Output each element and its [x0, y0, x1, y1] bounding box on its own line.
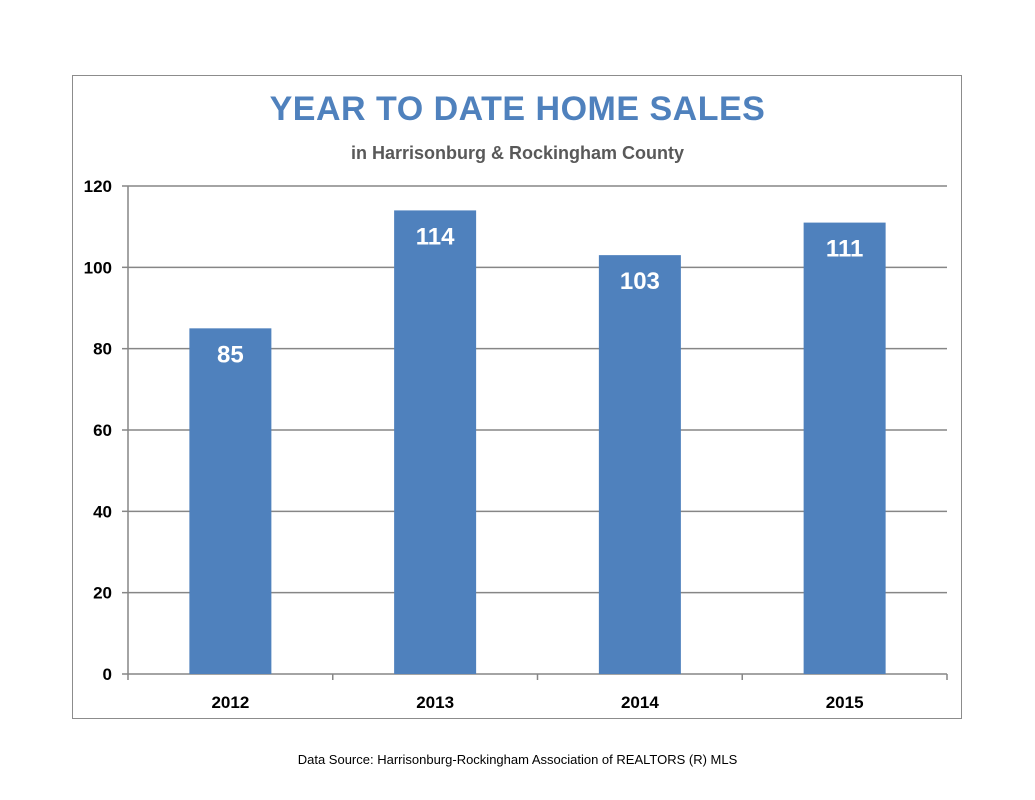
y-tick-label-80: 80 [93, 340, 112, 359]
data-label-2013: 114 [416, 223, 455, 250]
y-tick-label-120: 120 [84, 177, 112, 196]
y-tick-label-60: 60 [93, 421, 112, 440]
data-label-2012: 85 [217, 341, 244, 368]
x-tick-label-2014: 2014 [621, 693, 659, 712]
y-tick-label-0: 0 [103, 665, 112, 684]
bar-2015 [803, 222, 886, 674]
y-tick-label-20: 20 [93, 584, 112, 603]
data-label-2015: 111 [826, 236, 863, 263]
bar-2013 [394, 210, 477, 674]
x-tick-label-2015: 2015 [826, 693, 864, 712]
bar-2014 [598, 255, 681, 674]
data-source-note: Data Source: Harrisonburg-Rockingham Ass… [297, 752, 738, 767]
data-label-2014: 103 [620, 268, 660, 295]
bar-2012 [189, 328, 272, 674]
chart-subtitle: in Harrisonburg & Rockingham County [350, 143, 685, 163]
y-tick-label-40: 40 [93, 502, 112, 521]
x-tick-label-2013: 2013 [416, 693, 454, 712]
chart-title: YEAR TO DATE HOME SALES [269, 90, 766, 128]
y-tick-label-100: 100 [84, 258, 112, 277]
x-tick-label-2012: 2012 [211, 693, 249, 712]
